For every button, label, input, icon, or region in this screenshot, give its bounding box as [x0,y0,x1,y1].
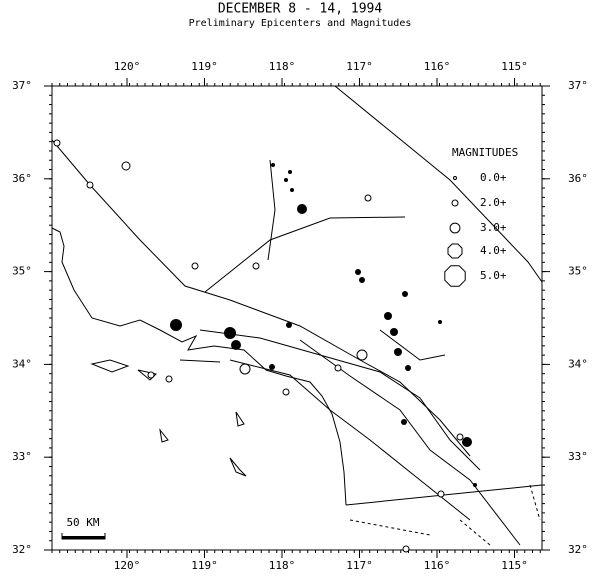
lon-label: 120° [114,60,141,73]
lon-label: 118° [269,60,296,73]
title: DECEMBER 8 - 14, 1994 [218,2,383,17]
lon-label: 116° [424,60,451,73]
legend-label: 2.0+ [480,196,507,209]
lon-label: 119° [191,60,218,73]
scale-label: 50 KM [66,516,99,529]
coastline [51,227,347,506]
lon-label: 120° [114,559,141,572]
lat-label: 36° [12,172,32,185]
lat-label: 33° [12,450,32,463]
legend-symbol [449,222,461,234]
lon-label: 116° [424,559,451,572]
legend-label: 4.0+ [480,244,507,257]
lon-label: 115° [501,60,528,73]
lat-label: 32° [12,543,32,556]
lon-label: 115° [501,559,528,572]
epicenters [53,139,477,553]
lat-label: 37° [12,79,32,92]
lat-label: 35° [12,265,32,278]
lat-label: 33° [568,450,588,463]
lat-label: 35° [568,265,588,278]
lon-label: 117° [346,60,373,73]
lon-label: 117° [346,559,373,572]
lat-label: 37° [568,79,588,92]
lon-label: 119° [191,559,218,572]
legend-label: 3.0+ [480,221,507,234]
lat-label: 34° [12,357,32,370]
legend-symbol [451,199,459,207]
faults [51,85,543,546]
lon-label: 118° [269,559,296,572]
lat-label: 34° [568,357,588,370]
legend-symbol [453,176,457,180]
subtitle: Preliminary Epicenters and Magnitudes [189,18,412,29]
lat-label: 32° [568,543,588,556]
legend-label: 5.0+ [480,269,507,282]
scale-bar: 50 KM [61,516,106,540]
lat-label: 36° [568,172,588,185]
legend-symbol [444,265,466,287]
legend-symbol [447,243,463,259]
legend-label: 0.0+ [480,171,507,184]
legend-title: MAGNITUDES [452,146,518,159]
